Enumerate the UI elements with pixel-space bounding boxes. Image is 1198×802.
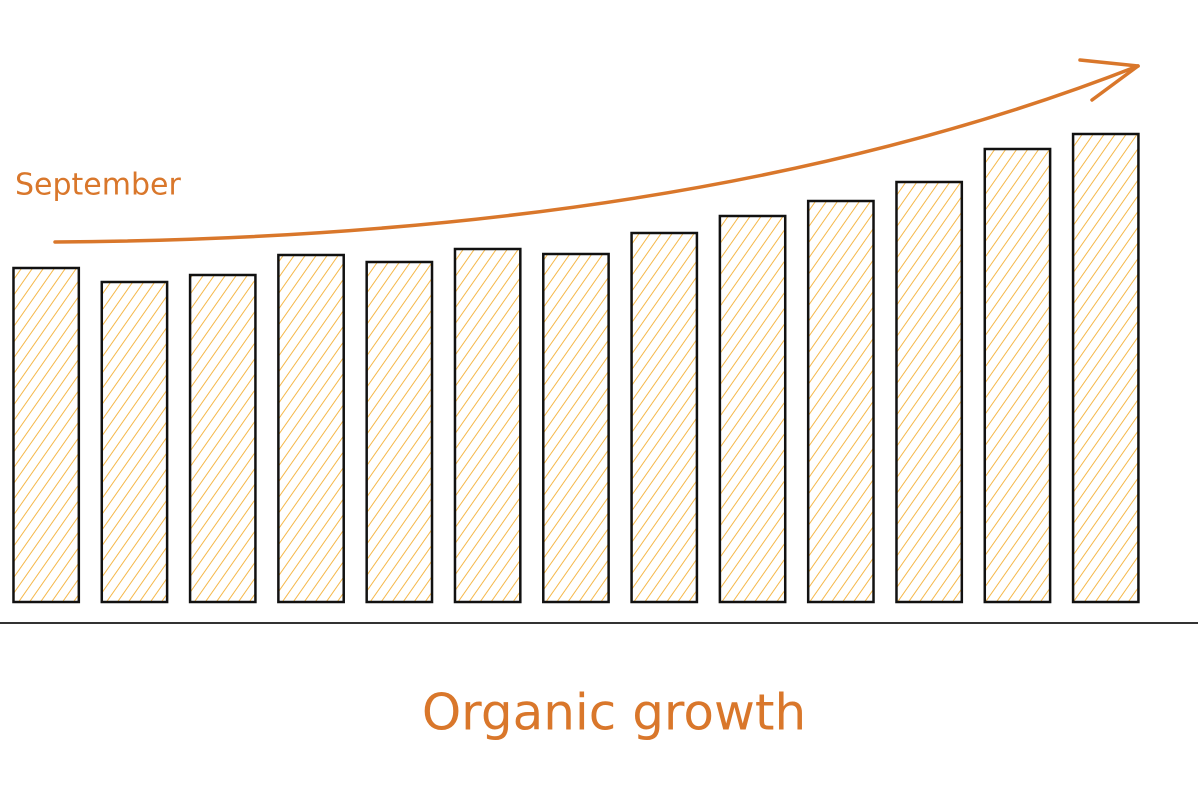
bar — [1071, 132, 1140, 604]
bar — [277, 253, 345, 604]
bar — [542, 252, 610, 604]
trend-arrow — [53, 58, 1140, 244]
bar — [100, 280, 169, 604]
bar — [365, 260, 434, 604]
bar — [188, 273, 257, 604]
bar — [806, 199, 875, 604]
bar — [983, 147, 1052, 604]
bar — [895, 180, 964, 604]
bar — [453, 247, 522, 604]
chart-title: Organic growth — [422, 684, 806, 742]
annotation: September — [15, 168, 181, 203]
bar — [630, 231, 699, 604]
bar — [12, 266, 81, 604]
bar — [718, 214, 787, 604]
